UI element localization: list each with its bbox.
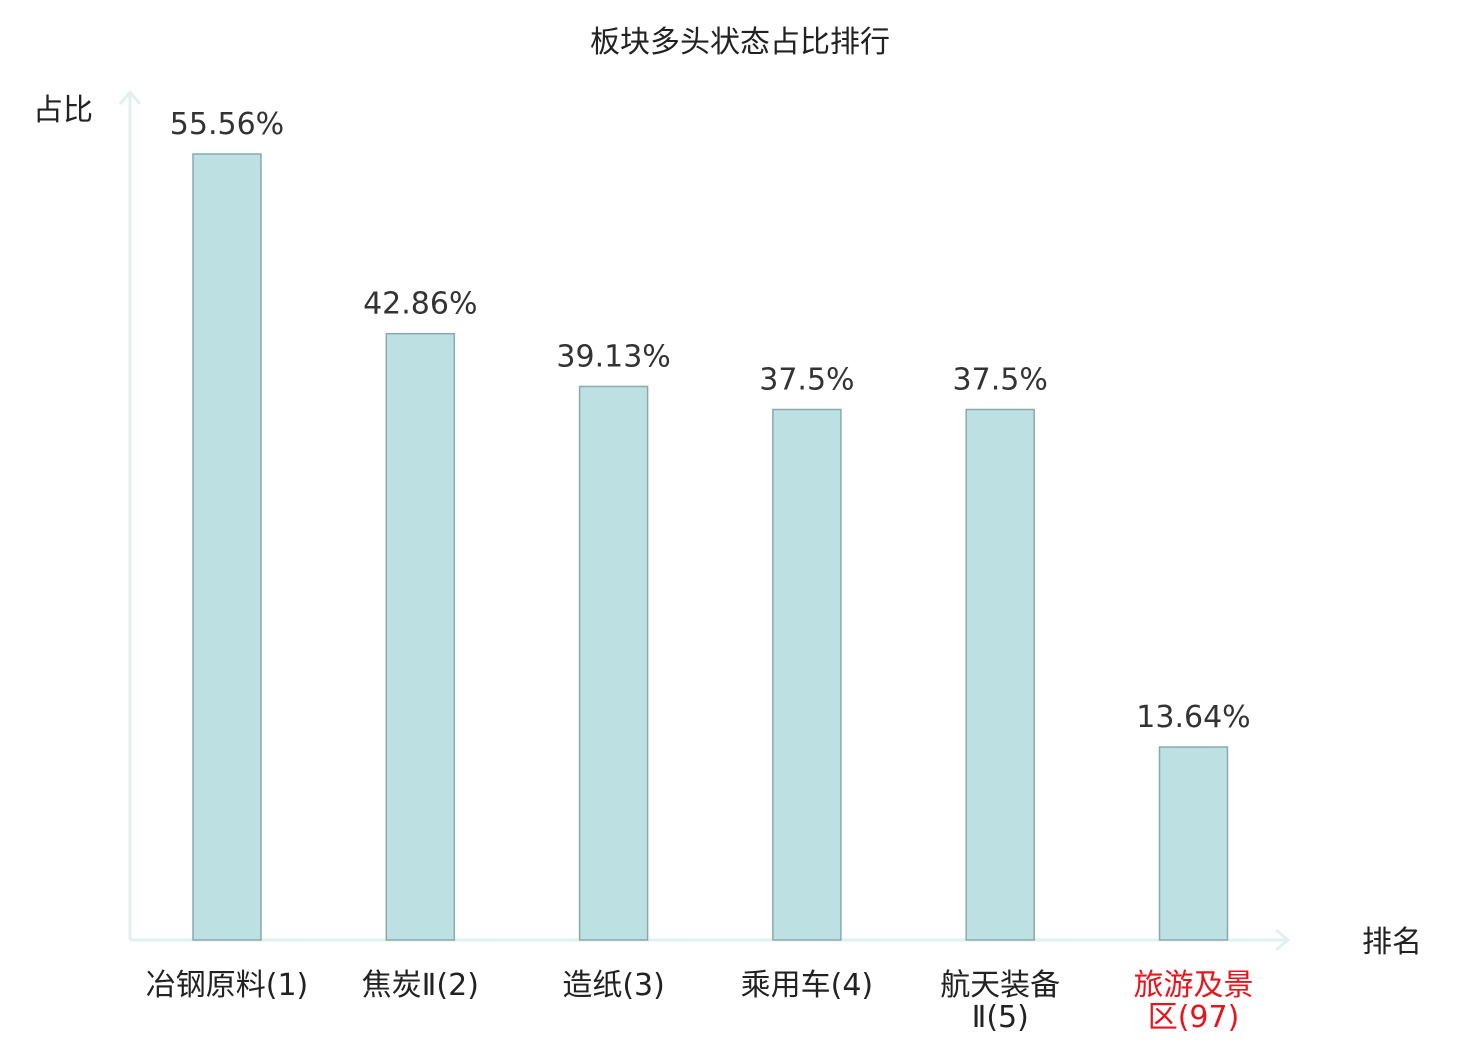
category-label: 区(97) (1148, 1000, 1240, 1035)
x-axis (130, 928, 1291, 952)
bars: 55.56% 冶钢原料(1) 42.86% 焦炭Ⅱ(2) 39.13% 造纸(3) 37.5… (146, 107, 1254, 1035)
data-label: 37.5% (953, 362, 1048, 397)
category-label: 焦炭Ⅱ(2) (362, 968, 479, 1003)
y-axis-arrow-icon (118, 89, 142, 105)
bar (385, 332, 456, 941)
x-axis-label: 排名 (1362, 925, 1422, 960)
category-label: 航天装备 (940, 968, 1060, 1003)
bar (192, 153, 262, 941)
category-label: Ⅱ(5) (972, 1000, 1029, 1035)
bar (1158, 746, 1229, 941)
bar (772, 408, 842, 941)
category-label: 旅游及景 (1134, 968, 1254, 1003)
y-axis (118, 89, 142, 940)
y-axis-label: 占比 (33, 93, 93, 128)
category-label: 冶钢原料(1) (146, 968, 309, 1003)
category-label: 造纸(3) (562, 968, 665, 1003)
category-label: 乘用车(4) (741, 968, 874, 1003)
data-label: 13.64% (1136, 700, 1250, 735)
data-label: 39.13% (556, 339, 670, 374)
data-label: 42.86% (363, 287, 477, 322)
x-axis-arrow-icon (1275, 928, 1291, 952)
data-label: 55.56% (170, 107, 284, 142)
data-label: 37.5% (759, 362, 854, 397)
bar (965, 408, 1035, 941)
bar (578, 385, 649, 941)
chart-title: 板块多头状态占比排行 (590, 25, 890, 60)
